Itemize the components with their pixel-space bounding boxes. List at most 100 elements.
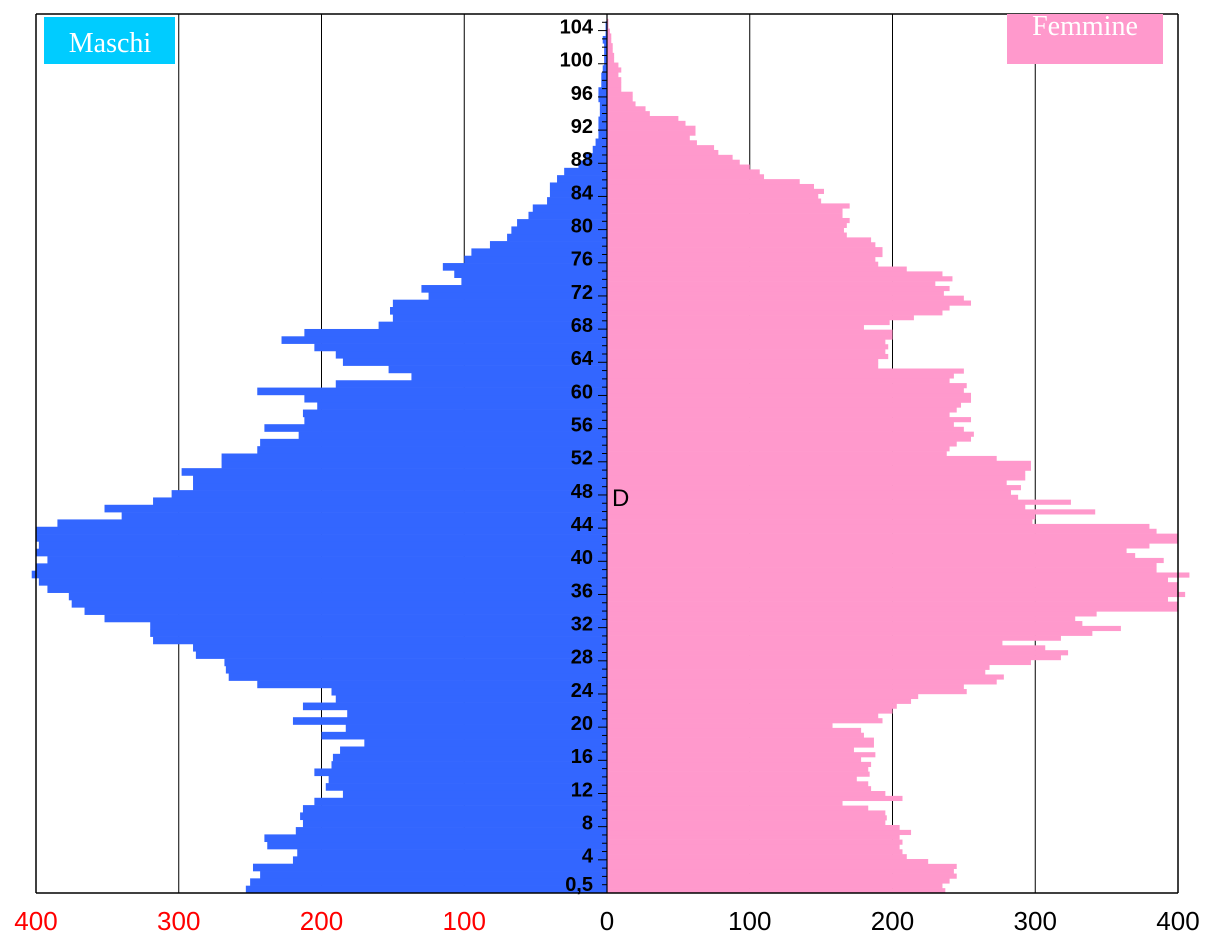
female-bar [607, 669, 986, 675]
female-bar [607, 567, 1157, 573]
female-bar [607, 62, 619, 68]
female-bar [607, 757, 862, 763]
age-tick-label: 36 [571, 580, 593, 602]
female-bar [607, 596, 1169, 602]
male-bar [578, 160, 607, 169]
male-bar [300, 812, 607, 821]
female-bar [607, 281, 936, 287]
female-bar [607, 810, 886, 816]
female-bar [607, 514, 1036, 520]
male-bar [224, 658, 607, 667]
male-bar [378, 321, 607, 330]
female-bar [607, 247, 883, 253]
male-bar [564, 167, 607, 176]
female-bar [607, 52, 615, 59]
female-bar [607, 203, 850, 209]
female-bar [607, 86, 622, 93]
female-bar [607, 519, 1033, 525]
male-bar [325, 783, 607, 791]
female-bar [607, 718, 883, 724]
male-bar [68, 592, 607, 601]
female-bar [607, 77, 622, 83]
female-bar [607, 23, 609, 29]
female-bar [607, 295, 964, 301]
male-bar [528, 211, 607, 220]
male-bar [71, 600, 607, 608]
male-bar [511, 226, 607, 235]
female-bar [607, 373, 954, 379]
female-bar [607, 276, 953, 282]
female-bar [607, 57, 615, 63]
female-bar [607, 689, 967, 695]
age-tick-label: 8 [582, 813, 593, 835]
female-bar [607, 285, 950, 292]
female-bar [607, 38, 612, 44]
female-bar [607, 324, 864, 330]
male-bar [390, 307, 607, 315]
female-bar [607, 771, 870, 777]
female-bar [607, 179, 800, 185]
age-tick-label: 0,5 [565, 874, 593, 896]
female-bar [607, 363, 879, 369]
female-bar [607, 378, 950, 384]
female-bar [607, 256, 876, 262]
legend-maschi-box [44, 17, 175, 64]
age-tick-label: 64 [571, 348, 594, 370]
female-bar [607, 368, 964, 374]
female-bar [607, 703, 897, 709]
age-tick-label: 44 [571, 514, 594, 536]
female-bar [607, 485, 1021, 491]
female-bar [607, 135, 690, 141]
male-bar [598, 131, 607, 139]
female-bar [607, 72, 619, 78]
female-bar [607, 533, 1178, 539]
age-tick-labels: 0,54812162024283236404448525660646872768… [560, 16, 594, 895]
female-bar [607, 232, 847, 238]
female-bars [607, 18, 1190, 894]
female-bar [607, 786, 872, 792]
female-bar [607, 251, 883, 258]
male-bar [221, 460, 607, 469]
female-bar [607, 591, 1186, 598]
male-bar [557, 175, 607, 183]
male-bar [104, 504, 608, 513]
male-bar [314, 768, 607, 777]
female-bar [607, 480, 1007, 486]
female-bar [607, 441, 957, 447]
female-bar [607, 606, 1178, 612]
female-bar [607, 271, 943, 277]
male-bar [260, 871, 607, 879]
female-bar [607, 863, 957, 870]
female-bar [607, 130, 696, 136]
age-tick-label: 4 [582, 846, 594, 868]
female-bar [607, 650, 1069, 656]
annotation-d: D [612, 485, 629, 512]
female-bar [607, 548, 1127, 554]
female-bar [607, 460, 1031, 466]
female-bar [607, 91, 633, 97]
female-bar [607, 504, 1026, 510]
female-bar [607, 645, 1046, 651]
female-bar [607, 154, 733, 160]
male-bar [104, 614, 608, 623]
age-tick-label: 16 [571, 746, 593, 768]
male-bar [292, 717, 607, 725]
male-bar [250, 878, 607, 886]
male-bar [601, 72, 607, 81]
age-tick-label: 104 [560, 16, 594, 38]
male-bar [297, 849, 607, 857]
female-bar [607, 446, 950, 452]
female-bar [607, 791, 886, 797]
female-bar [607, 402, 962, 408]
female-bar [607, 815, 887, 821]
age-tick-label: 96 [571, 83, 593, 105]
male-bar [585, 153, 607, 161]
age-tick-label: 20 [571, 713, 593, 735]
male-bar [153, 497, 607, 506]
male-bars [31, 21, 608, 894]
male-bar [592, 145, 607, 154]
female-bar [607, 145, 715, 151]
female-bar [607, 664, 990, 670]
male-bar [295, 827, 607, 835]
male-bar [36, 548, 607, 557]
